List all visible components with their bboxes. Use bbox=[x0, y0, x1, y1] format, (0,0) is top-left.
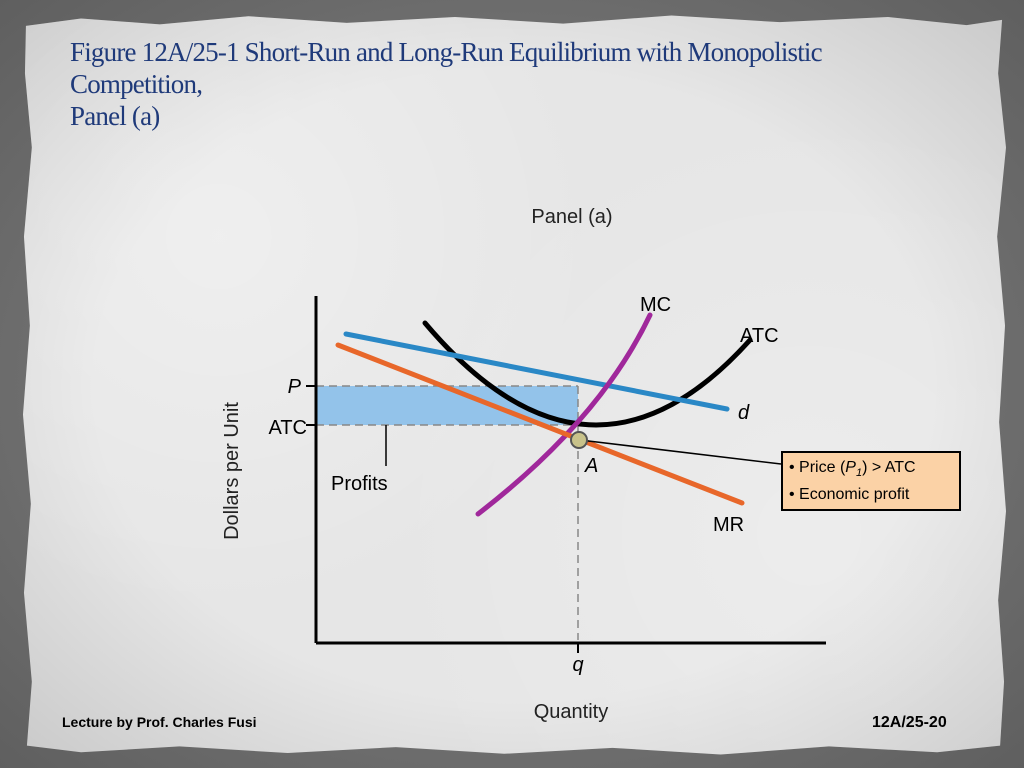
title-line-2: Competition, bbox=[70, 69, 203, 99]
slide-paper bbox=[22, 15, 1006, 755]
slide-number: 12A/25-20 bbox=[872, 714, 947, 731]
y-axis-label: Dollars per Unit bbox=[221, 402, 243, 540]
slide-title: Figure 12A/25-1 Short-Run and Long-Run E… bbox=[70, 36, 1000, 132]
d-label: d bbox=[738, 402, 750, 424]
point-a-label: A bbox=[584, 455, 598, 477]
chart-title: Panel (a) bbox=[531, 206, 612, 228]
demand-curve-d bbox=[343, 331, 730, 412]
mr-curve bbox=[335, 342, 745, 506]
lecturer-credit: Lecture by Prof. Charles Fusi bbox=[62, 714, 257, 730]
title-line-3: Panel (a) bbox=[70, 101, 160, 131]
mc-curve bbox=[475, 312, 653, 517]
annotation-callout: • Price (P1) > ATC • Economic profit bbox=[781, 451, 961, 511]
atc-tick-label: ATC bbox=[268, 417, 307, 439]
x-axis-label: Quantity bbox=[534, 701, 608, 723]
callout-pointer bbox=[579, 439, 782, 465]
p-tick-label: P bbox=[288, 376, 302, 398]
title-line-1: Figure 12A/25-1 Short-Run and Long-Run E… bbox=[70, 37, 823, 67]
callout-line-price: • Price (P1) > ATC bbox=[789, 459, 916, 480]
mc-label: MC bbox=[640, 294, 671, 316]
q-tick-label: q bbox=[572, 654, 583, 676]
mr-label: MR bbox=[713, 514, 744, 536]
atc-curve bbox=[422, 320, 753, 428]
point-a-marker bbox=[570, 431, 588, 449]
callout-line-profit: • Economic profit bbox=[789, 486, 910, 504]
profits-label: Profits bbox=[331, 473, 388, 495]
profits-region bbox=[316, 386, 578, 425]
atc-curve-label: ATC bbox=[740, 325, 779, 347]
